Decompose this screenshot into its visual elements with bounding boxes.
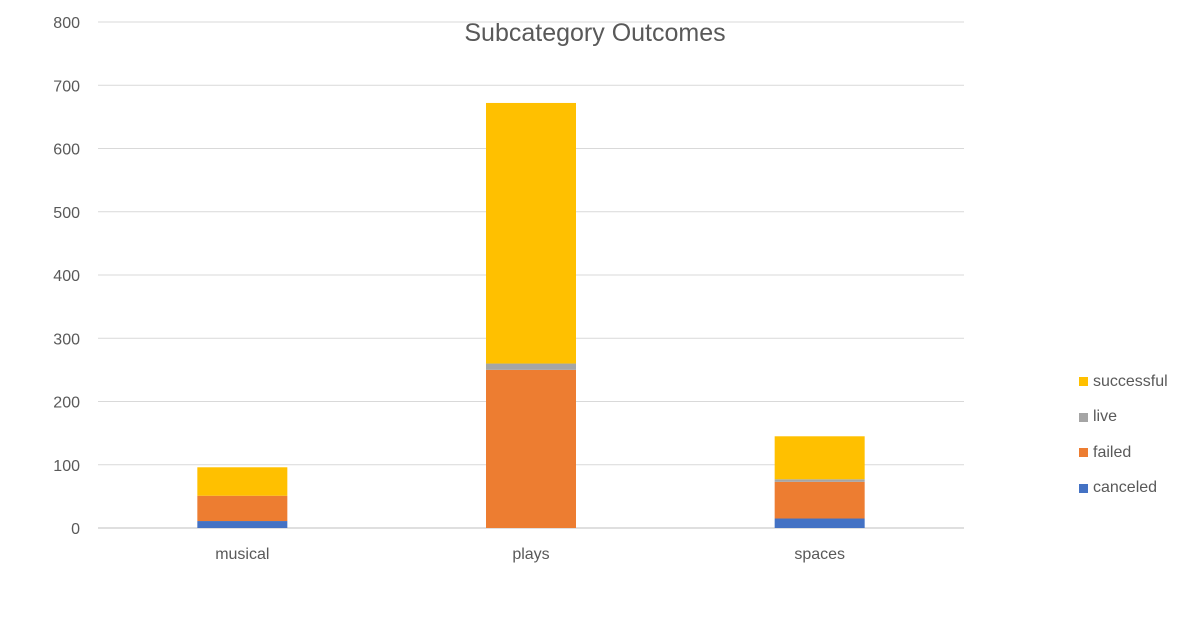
y-tick-label: 300: [53, 331, 80, 348]
legend-item-canceled: canceled: [1079, 471, 1168, 507]
legend-label: canceled: [1093, 479, 1158, 497]
legend-label: successful: [1093, 372, 1168, 390]
y-tick-label: 700: [53, 78, 80, 95]
x-tick-label: plays: [512, 546, 549, 563]
y-tick-label: 400: [53, 268, 80, 285]
x-tick-label: spaces: [794, 546, 845, 563]
bar-segment-canceled-spaces: [774, 518, 865, 528]
y-tick-label: 200: [53, 395, 80, 412]
legend-swatch: [1079, 412, 1088, 422]
legend-label: failed: [1093, 443, 1132, 461]
chart-title: Subcategory Outcomes: [464, 19, 726, 47]
bar-segment-live-plays: [486, 363, 576, 370]
bar-segment-successful-plays: [486, 102, 576, 364]
y-tick-label: 100: [53, 458, 80, 475]
legend-swatch: [1079, 448, 1088, 458]
x-tick-label: musical: [215, 546, 269, 563]
y-tick-label: 600: [53, 142, 80, 159]
legend-swatch: [1079, 377, 1088, 387]
bar-segment-successful-spaces: [774, 436, 865, 480]
bar-segment-live-spaces: [774, 479, 865, 482]
bar-segment-failed-musical: [197, 495, 288, 522]
y-tick-label: 800: [53, 15, 80, 32]
legend: successful live failed canceled: [1079, 364, 1168, 506]
legend-item-failed: failed: [1079, 435, 1168, 471]
bar-segment-canceled-musical: [197, 521, 288, 528]
y-tick-label: 0: [71, 521, 80, 538]
bar-segment-successful-musical: [197, 467, 288, 496]
bars: [197, 102, 865, 528]
legend-item-successful: successful: [1079, 364, 1168, 400]
y-tick-label: 500: [53, 205, 80, 222]
axes: 0 100 200 300 400 500 600 700 800 musical plays spa…: [53, 15, 845, 563]
bar-segment-failed-plays: [486, 369, 576, 528]
legend-swatch: [1079, 483, 1088, 493]
legend-item-live: live: [1079, 400, 1168, 436]
legend-label: live: [1093, 408, 1118, 426]
bar-segment-failed-spaces: [774, 481, 865, 519]
